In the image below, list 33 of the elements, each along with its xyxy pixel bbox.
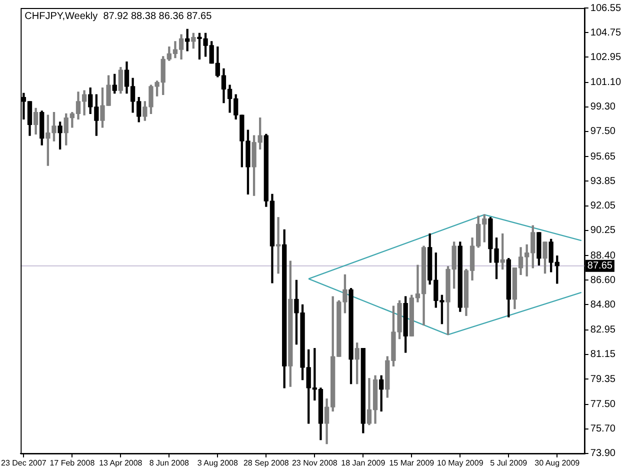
x-tick-label: 23 Dec 2007 [1, 458, 47, 468]
x-tick-label: 28 Sep 2008 [243, 458, 290, 468]
x-tick-label: 30 Aug 2009 [534, 458, 580, 468]
y-tick-label: 104.75 [590, 27, 622, 38]
x-tick-label: 18 Jan 2009 [341, 458, 386, 468]
x-tick-label: 8 Jun 2008 [149, 458, 190, 468]
y-tick-label: 95.65 [590, 151, 616, 162]
y-tick-label: 102.95 [590, 52, 622, 63]
y-tick-label: 79.35 [590, 374, 616, 385]
ref-line-label: 87.65 [587, 260, 613, 272]
x-tick-label: 3 Aug 2008 [197, 458, 238, 468]
x-tick-label: 5 Jul 2009 [490, 458, 528, 468]
y-tick-label: 86.60 [590, 274, 616, 286]
y-tick-label: 88.40 [590, 250, 616, 262]
x-tick-label: 10 May 2009 [437, 458, 484, 468]
x-tick-label: 23 Nov 2008 [292, 458, 338, 468]
y-tick-label: 93.85 [590, 176, 616, 187]
y-tick-label: 99.30 [590, 102, 616, 113]
x-tick-label: 17 Feb 2008 [50, 458, 96, 468]
x-tick-label: 13 Apr 2008 [99, 458, 143, 468]
chart-title: CHFJPY,Weekly 87.92 88.38 86.36 87.65 [24, 11, 212, 22]
y-tick-label: 106.55 [590, 2, 622, 14]
y-tick-label: 101.10 [590, 77, 622, 88]
y-tick-label: 75.70 [590, 424, 616, 435]
y-tick-label: 92.05 [590, 200, 616, 212]
y-tick-label: 82.95 [590, 324, 616, 336]
y-tick-label: 77.50 [590, 399, 616, 410]
y-tick-label: 97.50 [590, 126, 616, 138]
y-tick-label: 81.15 [590, 349, 616, 360]
y-tick-label: 73.90 [590, 448, 616, 460]
y-tick-label: 90.25 [590, 225, 616, 236]
y-tick-label: 84.80 [590, 299, 616, 310]
x-tick-label: 15 Mar 2009 [389, 458, 435, 468]
